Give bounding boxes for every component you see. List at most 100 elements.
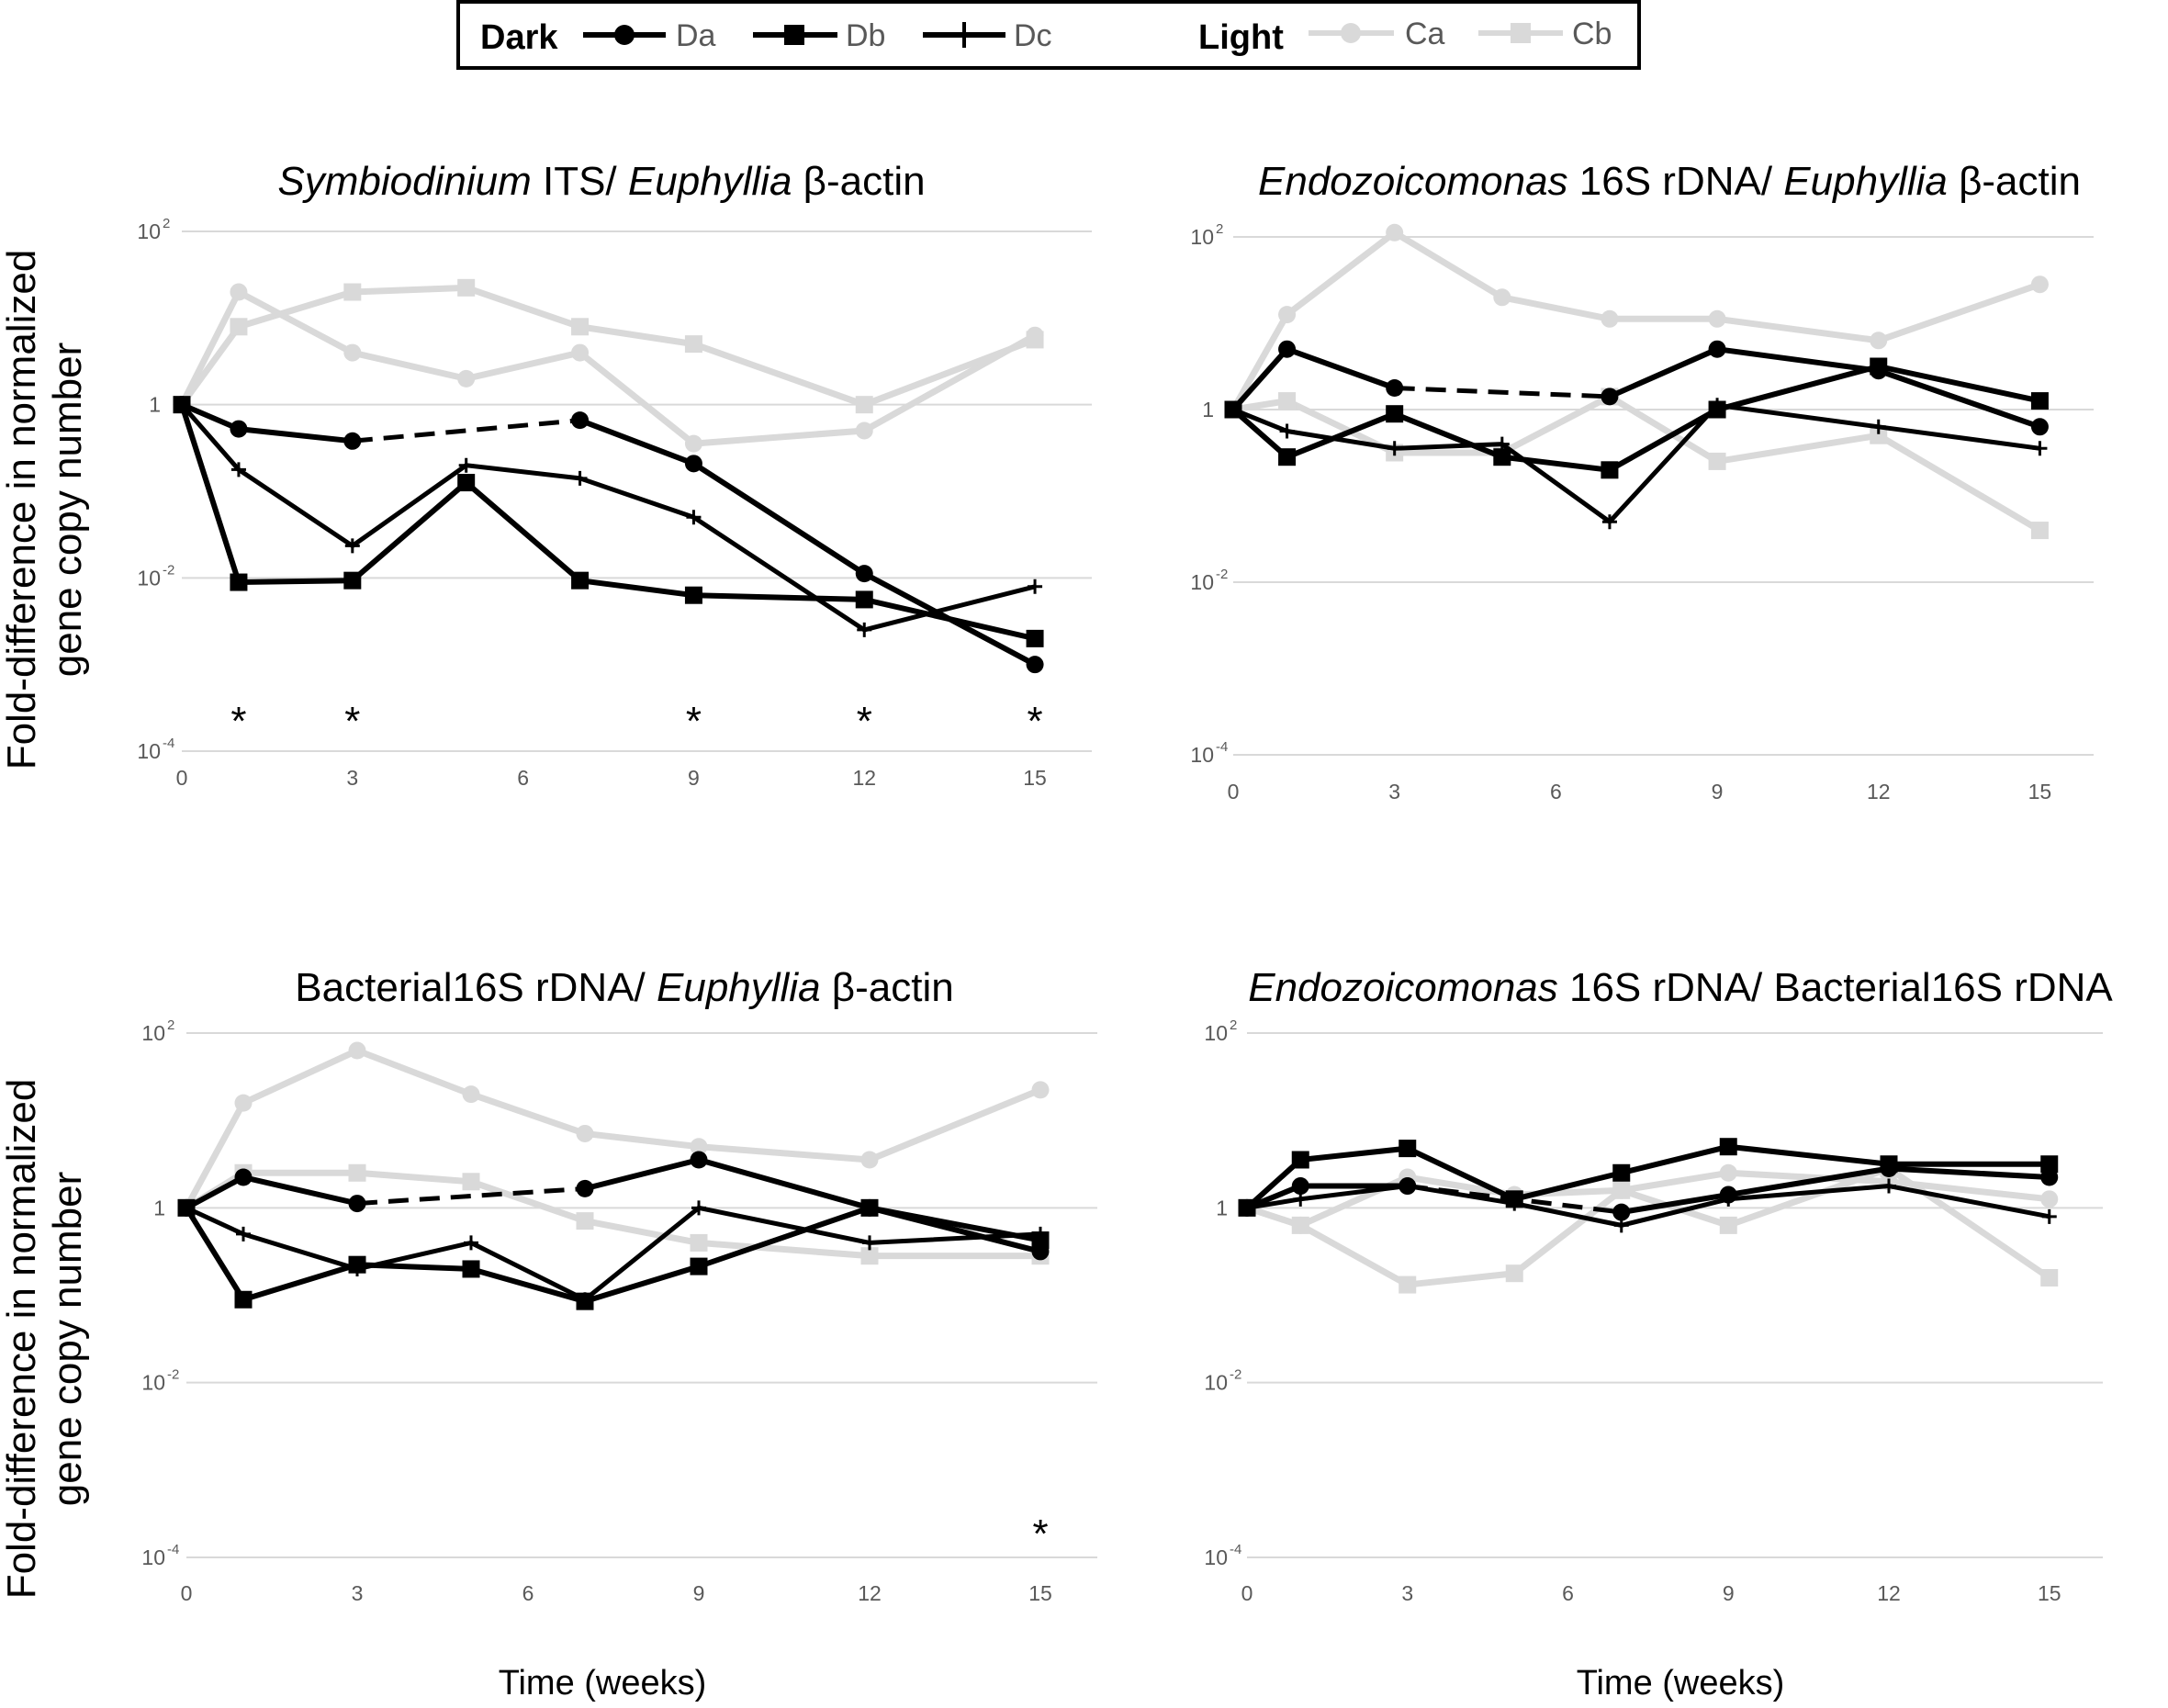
legend-dc-label: Dc — [1014, 18, 1052, 53]
data-point — [462, 1260, 480, 1278]
data-point — [1601, 514, 1617, 530]
y-tick-exponent: 2 — [167, 1017, 174, 1033]
legend: Dark Da Db Dc Light Ca Cb — [456, 0, 1641, 70]
data-point — [862, 1235, 877, 1251]
y-tick-label: 10 — [141, 1545, 165, 1569]
data-point — [2040, 1155, 2059, 1174]
series-line — [185, 1205, 1041, 1302]
data-point — [230, 462, 246, 478]
data-point — [1386, 223, 1404, 242]
significance-asterisk: * — [686, 699, 702, 744]
data-point — [1279, 423, 1295, 439]
data-point — [1278, 392, 1297, 410]
legend-entry-ca: Ca — [1309, 17, 1445, 51]
data-point — [855, 421, 873, 440]
series-da — [1224, 340, 2049, 436]
data-point — [690, 1151, 708, 1169]
data-point — [1505, 1264, 1523, 1283]
y-tick-exponent: 2 — [1216, 221, 1223, 237]
data-point — [343, 432, 362, 450]
series-da — [177, 1151, 1050, 1261]
data-point — [855, 590, 873, 609]
data-point — [860, 1247, 879, 1265]
y-tick-label: 10 — [137, 739, 161, 763]
panel-title: Bacterial16S rDNA/ Euphyllia β-actin — [295, 965, 953, 1010]
legend-da-label: Da — [676, 18, 716, 53]
legend-dark-label: Dark — [480, 18, 558, 57]
panel-title: Symbiodinium ITS/ Euphyllia β-actin — [277, 159, 925, 204]
data-point — [1601, 309, 1619, 328]
data-point — [1880, 1160, 1898, 1178]
data-point — [343, 283, 362, 301]
significance-asterisk: * — [230, 699, 246, 744]
series-line — [180, 403, 1036, 633]
data-point — [1399, 1275, 1417, 1294]
data-point — [1399, 1140, 1417, 1158]
legend-ca-label: Ca — [1405, 17, 1445, 51]
series-line — [579, 417, 1037, 668]
data-point — [1719, 1185, 1737, 1204]
data-point — [860, 1151, 879, 1169]
y-label-bottom-line1: Fold-difference in normalized — [0, 1079, 44, 1600]
x-tick-label: 0 — [1228, 780, 1240, 803]
series-line — [584, 1156, 1041, 1254]
y-tick-exponent: -4 — [1216, 739, 1228, 755]
data-point — [1612, 1163, 1631, 1182]
data-point — [1601, 461, 1619, 479]
series-db — [173, 396, 1044, 647]
legend-light-label: Light — [1198, 18, 1284, 57]
y-tick-label: 10 — [137, 566, 161, 590]
data-point — [234, 1094, 253, 1112]
series-line — [1621, 1165, 2050, 1216]
series-line — [183, 1047, 1042, 1210]
x-tick-label: 3 — [1388, 780, 1400, 803]
series-line — [1231, 364, 2041, 473]
data-point — [230, 573, 248, 591]
data-point — [1026, 629, 1044, 647]
data-point — [1387, 441, 1402, 456]
data-point — [576, 1212, 594, 1230]
y-tick-label: 10 — [1190, 225, 1214, 249]
data-point — [177, 1198, 196, 1217]
data-point — [1291, 1216, 1309, 1234]
data-point — [236, 1226, 251, 1242]
significance-asterisk: * — [1028, 699, 1043, 744]
x-tick-label: 6 — [1562, 1581, 1574, 1605]
data-point — [855, 396, 873, 414]
data-point — [572, 470, 588, 486]
x-tick-label: 3 — [1401, 1581, 1413, 1605]
x-tick-label: 6 — [1550, 780, 1562, 803]
data-point — [1278, 340, 1297, 358]
data-point — [576, 1179, 594, 1197]
data-point — [1601, 388, 1619, 406]
y-tick-exponent: -2 — [163, 562, 174, 578]
series-dc — [179, 1200, 1048, 1308]
y-axis-label-bottom: Fold-difference in normalized gene copy … — [0, 1079, 90, 1600]
data-point — [1238, 1198, 1256, 1217]
x-tick-label: 0 — [181, 1581, 193, 1605]
series-line — [1608, 346, 2041, 430]
data-point — [860, 1198, 879, 1217]
series-line — [185, 1169, 1040, 1260]
data-point — [1612, 1203, 1631, 1221]
y-tick-label: 10 — [1190, 743, 1214, 767]
x-tick-label: 3 — [346, 766, 358, 790]
data-point — [2030, 418, 2049, 436]
y-tick-exponent: -2 — [1230, 1367, 1241, 1383]
data-point — [571, 411, 590, 430]
series-line — [184, 1205, 1041, 1305]
x-tick-label: 12 — [858, 1581, 882, 1605]
data-point — [1026, 331, 1044, 349]
y-tick-exponent: -4 — [163, 736, 174, 751]
data-point — [457, 278, 476, 297]
y-label-top-line1: Fold-difference in normalized — [0, 250, 44, 770]
data-point — [462, 1173, 480, 1191]
series-gap-dashed — [1407, 1184, 1623, 1215]
data-point — [686, 510, 702, 525]
data-point — [690, 1233, 708, 1252]
data-point — [344, 538, 360, 554]
y-axis-label-top: Fold-difference in normalized gene copy … — [0, 250, 90, 770]
data-point — [2032, 441, 2048, 456]
series-cb — [1224, 388, 2049, 540]
